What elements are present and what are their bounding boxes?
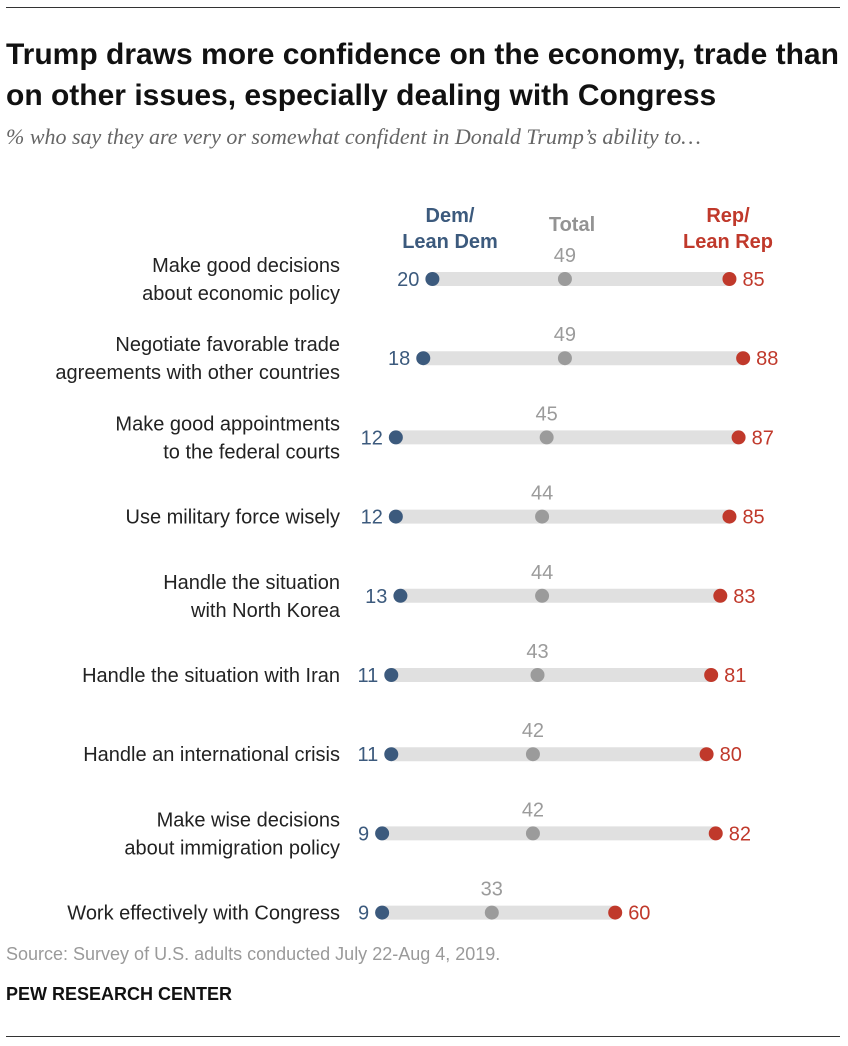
dot-total <box>539 430 554 445</box>
dot-rep <box>722 509 737 524</box>
dot-total <box>535 509 550 524</box>
dot-total <box>535 588 550 603</box>
chart-subtitle: % who say they are very or somewhat conf… <box>6 124 701 149</box>
value-rep: 82 <box>729 823 751 845</box>
value-dem: 11 <box>358 744 379 766</box>
legend-dem-line-1: Dem/ <box>425 205 475 227</box>
legend-rep: Rep/ Lean Rep <box>668 203 788 255</box>
value-total: 49 <box>554 245 576 267</box>
dot-rep <box>736 351 751 366</box>
value-dem: 13 <box>365 586 387 608</box>
value-dem: 12 <box>361 427 383 449</box>
dot-plot: Make good decisions about economic policy… <box>55 245 778 925</box>
row-label-line-2: agreements with other countries <box>55 362 340 384</box>
value-rep: 83 <box>733 586 755 608</box>
dot-rep <box>713 588 728 603</box>
dot-dem <box>388 430 403 445</box>
value-rep: 60 <box>628 903 650 925</box>
dot-rep <box>731 430 746 445</box>
bottom-rule <box>6 1036 840 1037</box>
value-total: 49 <box>554 324 576 346</box>
value-rep: 80 <box>720 744 742 766</box>
value-rep: 87 <box>752 427 774 449</box>
dot-dem <box>425 272 440 286</box>
dot-total <box>525 826 540 841</box>
legend-dem-line-2: Lean Dem <box>402 231 498 253</box>
dot-rep <box>704 668 719 682</box>
row-label-line-2: to the federal courts <box>163 441 340 463</box>
row-label: Use military force wisely <box>126 507 340 529</box>
value-rep: 85 <box>742 269 764 291</box>
dot-rep <box>699 747 714 762</box>
dot-rep <box>608 905 623 920</box>
dot-dem <box>375 826 390 841</box>
chart-title: Trump draws more confidence on the econo… <box>6 38 839 112</box>
value-dem: 18 <box>388 348 410 370</box>
row-label-line-2: with North Korea <box>190 600 341 622</box>
value-rep: 88 <box>756 348 778 370</box>
row-label-line-2: about immigration policy <box>124 837 340 859</box>
dot-total <box>557 272 572 286</box>
row-label-line-1: Negotiate favorable trade <box>115 334 340 356</box>
dot-dem <box>388 509 403 524</box>
dot-rep <box>708 826 723 841</box>
row-label: Handle an international crisis <box>83 744 340 766</box>
dot-dem <box>375 905 390 920</box>
row-label: Handle the situation with Iran <box>82 665 340 687</box>
value-total: 44 <box>531 562 553 584</box>
dot-dem <box>393 588 408 603</box>
legend-total: Total <box>548 214 596 236</box>
dot-total <box>484 905 499 920</box>
dot-dem <box>384 747 399 762</box>
dot-rep <box>722 272 737 286</box>
dot-total <box>557 351 572 366</box>
value-total: 44 <box>531 483 553 505</box>
dot-dem <box>416 351 431 366</box>
value-dem: 9 <box>358 823 369 845</box>
row-label-line-1: Handle the situation <box>163 572 340 594</box>
value-rep: 85 <box>742 507 764 529</box>
value-rep: 81 <box>724 665 746 687</box>
value-total: 45 <box>536 403 558 425</box>
legend-rep-line-1: Rep/ <box>706 205 750 227</box>
row-label-line-1: Make good appointments <box>115 413 340 435</box>
row-label-line-2: about economic policy <box>142 283 340 305</box>
value-dem: 12 <box>361 507 383 529</box>
value-dem: 11 <box>358 665 379 687</box>
value-dem: 20 <box>397 269 419 291</box>
row-label: Work effectively with Congress <box>67 903 340 925</box>
dot-dem <box>384 668 399 682</box>
source-note: Source: Survey of U.S. adults conducted … <box>6 944 501 964</box>
legend-dem: Dem/ Lean Dem <box>390 203 510 255</box>
value-total: 43 <box>526 641 548 663</box>
value-total: 42 <box>522 799 544 821</box>
row-label-line-1: Make wise decisions <box>157 809 340 831</box>
value-total: 42 <box>522 720 544 742</box>
dot-total <box>530 668 545 682</box>
top-rule <box>6 7 840 8</box>
dot-total <box>525 747 540 762</box>
pew-logo-text: PEW RESEARCH CENTER <box>6 984 233 1004</box>
value-total: 33 <box>481 879 503 901</box>
row-label-line-1: Make good decisions <box>152 255 340 277</box>
legend-rep-line-2: Lean Rep <box>682 231 774 253</box>
value-dem: 9 <box>358 903 369 925</box>
